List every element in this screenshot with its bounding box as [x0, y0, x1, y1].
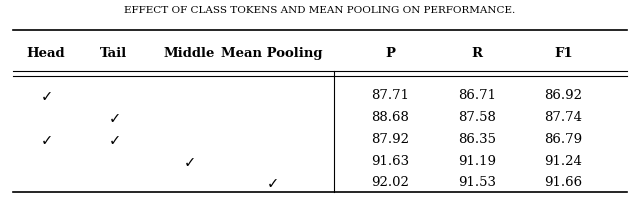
Text: Middle: Middle — [163, 47, 214, 59]
Text: P: P — [385, 47, 396, 59]
Text: F1: F1 — [554, 47, 573, 59]
Text: 91.53: 91.53 — [458, 176, 496, 188]
Text: 91.19: 91.19 — [458, 155, 496, 167]
Text: Head: Head — [27, 47, 65, 59]
Text: 91.63: 91.63 — [371, 155, 410, 167]
Text: $\checkmark$: $\checkmark$ — [108, 110, 120, 124]
Text: EFFECT OF CLASS TOKENS AND MEAN POOLING ON PERFORMANCE.: EFFECT OF CLASS TOKENS AND MEAN POOLING … — [124, 6, 516, 15]
Text: $\checkmark$: $\checkmark$ — [266, 175, 278, 189]
Text: 86.79: 86.79 — [544, 133, 582, 145]
Text: $\checkmark$: $\checkmark$ — [108, 132, 120, 146]
Text: 86.71: 86.71 — [458, 89, 496, 101]
Text: 87.74: 87.74 — [544, 111, 582, 123]
Text: R: R — [471, 47, 483, 59]
Text: 87.92: 87.92 — [371, 133, 410, 145]
Text: $\checkmark$: $\checkmark$ — [40, 88, 52, 102]
Text: Mean Pooling: Mean Pooling — [221, 47, 323, 59]
Text: 92.02: 92.02 — [371, 176, 410, 188]
Text: $\checkmark$: $\checkmark$ — [183, 154, 195, 168]
Text: 91.24: 91.24 — [544, 155, 582, 167]
Text: 87.71: 87.71 — [371, 89, 410, 101]
Text: 86.92: 86.92 — [544, 89, 582, 101]
Text: 88.68: 88.68 — [371, 111, 410, 123]
Text: $\checkmark$: $\checkmark$ — [40, 132, 52, 146]
Text: 87.58: 87.58 — [458, 111, 496, 123]
Text: Tail: Tail — [100, 47, 127, 59]
Text: 86.35: 86.35 — [458, 133, 496, 145]
Text: 91.66: 91.66 — [544, 176, 582, 188]
